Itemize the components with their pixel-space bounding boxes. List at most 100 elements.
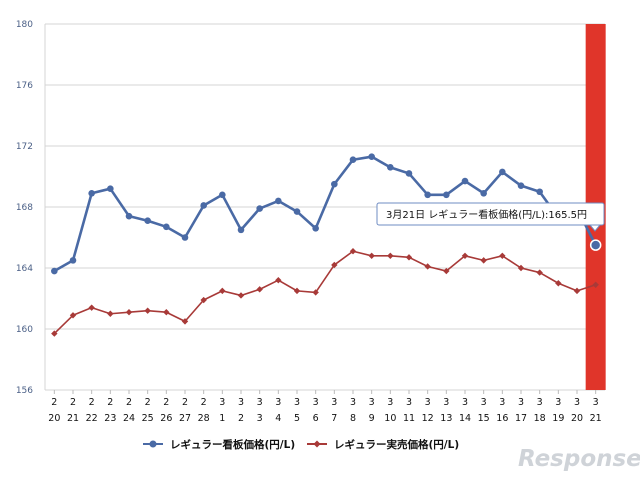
legend-marker-1 bbox=[313, 440, 321, 448]
x-tick-month-25: 3 bbox=[518, 397, 524, 408]
y-tick-label-0: 156 bbox=[16, 386, 33, 396]
x-tick-month-20: 3 bbox=[425, 397, 431, 408]
series-1-point-20 bbox=[424, 263, 431, 270]
x-tick-day-9: 1 bbox=[219, 413, 225, 424]
series-1-point-1 bbox=[69, 312, 77, 319]
response-watermark: Response. bbox=[518, 446, 640, 472]
series-0-point-17 bbox=[368, 153, 375, 160]
series-1-point-12 bbox=[275, 277, 282, 284]
series-1-point-2 bbox=[88, 304, 95, 311]
series-0-point-22 bbox=[461, 177, 469, 185]
y-tick-label-4: 172 bbox=[16, 142, 33, 152]
x-tick-month-18: 3 bbox=[387, 397, 393, 408]
series-1-point-19 bbox=[405, 254, 413, 261]
series-0-point-2 bbox=[88, 189, 95, 197]
series-0-point-1 bbox=[69, 257, 77, 264]
series-line-1 bbox=[53, 250, 596, 335]
series-0-point-7 bbox=[181, 234, 189, 241]
series-1-point-29 bbox=[592, 281, 599, 288]
x-tick-day-10: 2 bbox=[238, 413, 244, 424]
x-tick-month-28: 3 bbox=[574, 397, 580, 408]
x-tick-month-2: 2 bbox=[89, 397, 95, 408]
series-1-point-16 bbox=[349, 248, 357, 255]
tooltip: 3月21日 レギュラー看板価格(円/L):165.5円 bbox=[376, 202, 605, 232]
x-tick-month-12: 3 bbox=[275, 397, 281, 408]
x-tick-day-16: 8 bbox=[350, 413, 356, 424]
series-1-point-5 bbox=[144, 307, 151, 314]
legend: レギュラー看板価格(円/L) レギュラー実売価格(円/L) bbox=[143, 438, 459, 451]
series-0-point-18 bbox=[387, 164, 394, 171]
x-tick-day-28: 20 bbox=[571, 413, 583, 424]
x-tick-day-4: 24 bbox=[123, 413, 135, 424]
series-1-point-8 bbox=[200, 296, 207, 304]
x-tick-month-24: 3 bbox=[499, 397, 505, 408]
series-1-point-25 bbox=[517, 264, 525, 272]
x-tick-month-29: 3 bbox=[593, 397, 599, 408]
x-tick-day-12: 4 bbox=[275, 413, 281, 424]
series-1-point-3 bbox=[107, 310, 114, 317]
y-tick-label-1: 160 bbox=[16, 325, 33, 335]
x-tick-day-20: 12 bbox=[422, 413, 434, 424]
x-axis-ticks: 2202212222232242252262272283132333435363… bbox=[48, 390, 602, 424]
x-tick-month-16: 3 bbox=[350, 397, 356, 408]
x-tick-day-25: 17 bbox=[515, 413, 527, 424]
series-0-point-11 bbox=[256, 205, 263, 212]
series-1-point-28 bbox=[573, 287, 581, 295]
x-tick-day-13: 5 bbox=[294, 413, 300, 424]
tooltip-pointer bbox=[588, 224, 602, 232]
x-tick-month-1: 2 bbox=[70, 397, 76, 408]
series-layer bbox=[51, 153, 602, 337]
x-tick-day-7: 27 bbox=[179, 413, 191, 424]
series-1-point-6 bbox=[163, 309, 170, 316]
x-tick-month-4: 2 bbox=[126, 397, 132, 408]
x-tick-day-21: 13 bbox=[440, 413, 452, 424]
x-tick-day-29: 21 bbox=[590, 413, 602, 424]
series-0-point-23 bbox=[480, 189, 487, 197]
legend-label-1: レギュラー実売価格(円/L) bbox=[334, 438, 459, 451]
x-tick-month-5: 2 bbox=[145, 397, 151, 408]
x-tick-month-0: 2 bbox=[51, 397, 57, 408]
series-1-point-4 bbox=[125, 309, 133, 316]
series-1-point-7 bbox=[181, 318, 189, 325]
series-0-point-9 bbox=[219, 191, 226, 199]
x-tick-day-5: 25 bbox=[142, 413, 154, 424]
y-tick-label-3: 168 bbox=[16, 203, 33, 213]
series-0-point-24 bbox=[499, 168, 506, 176]
series-0-point-21 bbox=[443, 191, 450, 199]
series-1-point-14 bbox=[312, 289, 319, 296]
series-1-point-24 bbox=[499, 252, 506, 259]
x-tick-day-8: 28 bbox=[198, 413, 210, 424]
series-0-point-15 bbox=[331, 180, 338, 188]
series-1-point-17 bbox=[368, 252, 375, 259]
legend-marker-0 bbox=[149, 440, 157, 448]
x-tick-month-7: 2 bbox=[182, 397, 188, 408]
series-0-point-14 bbox=[312, 225, 319, 232]
series-0-point-12 bbox=[275, 197, 282, 205]
x-tick-day-3: 23 bbox=[104, 413, 116, 424]
x-tick-day-6: 26 bbox=[160, 413, 172, 424]
series-1-point-22 bbox=[461, 252, 469, 259]
x-tick-month-8: 2 bbox=[201, 397, 207, 408]
series-1-point-27 bbox=[555, 280, 562, 287]
x-tick-day-0: 20 bbox=[48, 413, 60, 424]
y-axis-ticks: 156 160 164 168 172 176 180 bbox=[16, 20, 33, 396]
series-0-point-3 bbox=[107, 185, 114, 192]
x-tick-month-19: 3 bbox=[406, 397, 412, 408]
series-1-point-23 bbox=[480, 257, 487, 264]
series-1-point-13 bbox=[293, 287, 301, 295]
series-0-point-13 bbox=[293, 208, 301, 215]
series-0-point-29 bbox=[589, 239, 602, 251]
series-0-point-0 bbox=[51, 267, 58, 275]
x-tick-day-18: 10 bbox=[384, 413, 396, 424]
tooltip-text: 3月21日 レギュラー看板価格(円/L):165.5円 bbox=[386, 208, 587, 221]
legend-label-0: レギュラー看板価格(円/L) bbox=[170, 438, 295, 451]
x-tick-month-23: 3 bbox=[481, 397, 487, 408]
series-0-point-6 bbox=[163, 223, 170, 231]
x-tick-month-11: 3 bbox=[257, 397, 263, 408]
series-0-point-19 bbox=[405, 170, 413, 177]
x-tick-month-21: 3 bbox=[443, 397, 449, 408]
x-tick-month-6: 2 bbox=[163, 397, 169, 408]
x-tick-day-27: 19 bbox=[552, 413, 564, 424]
y-tick-label-2: 164 bbox=[16, 264, 33, 274]
